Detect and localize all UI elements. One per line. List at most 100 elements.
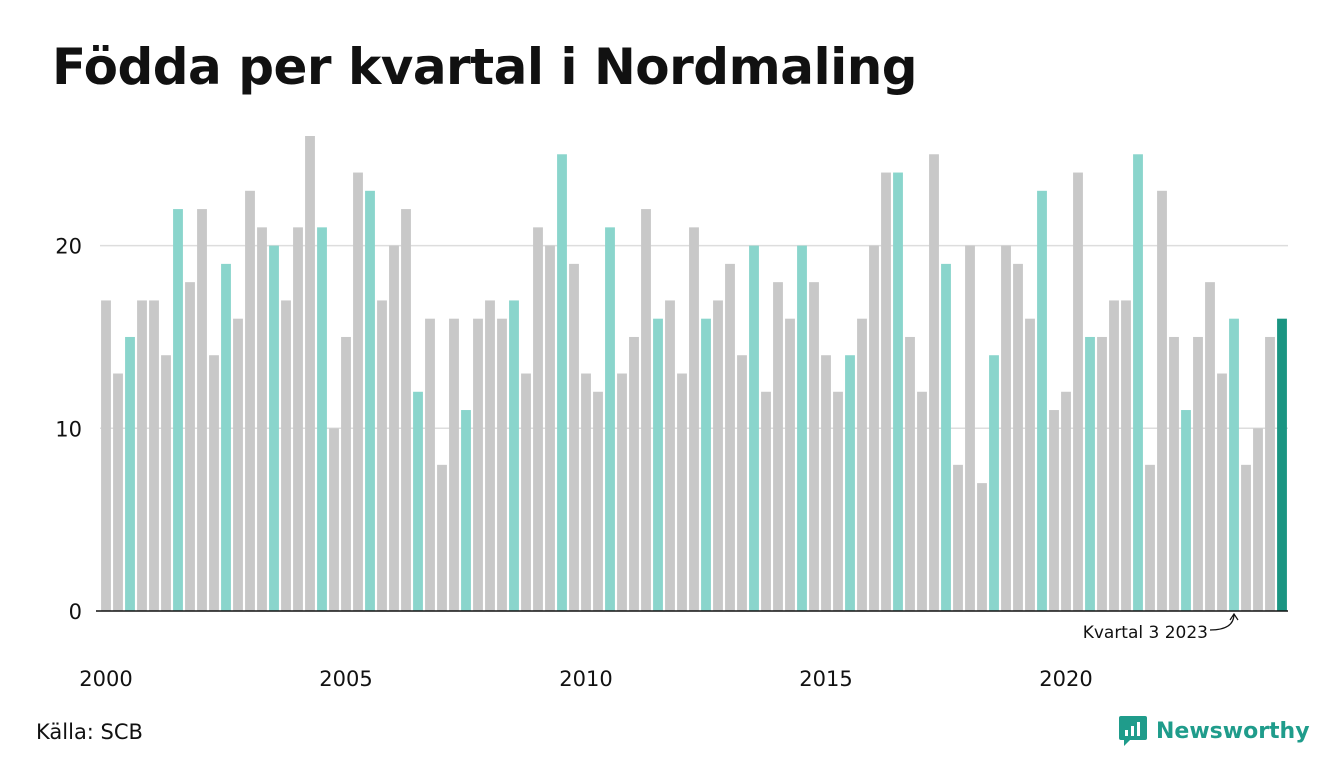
bar — [521, 373, 531, 611]
annotation-label: Kvartal 3 2023 — [1083, 623, 1208, 643]
bar — [629, 336, 639, 611]
bar — [425, 318, 435, 611]
bar — [737, 355, 747, 611]
bar — [293, 227, 303, 611]
bar — [461, 410, 471, 611]
bar — [305, 136, 315, 611]
bar — [569, 263, 579, 611]
bar — [1193, 336, 1203, 611]
x-tick-label: 2000 — [79, 667, 132, 691]
y-axis-ticks: 0 10 20 — [55, 235, 82, 624]
page-title: Födda per kvartal i Nordmaling — [52, 38, 918, 96]
bar — [797, 245, 807, 611]
x-axis-ticks: 2000 2005 2010 2015 2020 — [79, 667, 1092, 691]
annotation: Kvartal 3 2023 — [1083, 612, 1239, 643]
bar — [161, 355, 171, 611]
bar — [725, 263, 735, 611]
bar — [593, 391, 603, 611]
bar — [1205, 282, 1215, 611]
bar — [209, 355, 219, 611]
bar — [773, 282, 783, 611]
bar — [821, 355, 831, 611]
y-tick-label: 0 — [69, 600, 82, 624]
bar — [149, 300, 159, 611]
bar — [113, 373, 123, 611]
bar — [641, 209, 651, 612]
bar — [509, 300, 519, 611]
bar — [533, 227, 543, 611]
bar — [401, 209, 411, 612]
bar — [485, 300, 495, 611]
bar — [1133, 154, 1143, 611]
x-tick-label: 2020 — [1039, 667, 1092, 691]
y-tick-label: 20 — [55, 235, 82, 259]
bar — [377, 300, 387, 611]
bar — [1037, 190, 1047, 612]
y-tick-label: 10 — [55, 417, 82, 441]
bar — [761, 391, 771, 611]
bar — [689, 227, 699, 611]
bar — [125, 336, 135, 611]
bar — [233, 318, 243, 611]
bar — [1181, 410, 1191, 611]
bar — [1229, 318, 1239, 611]
bar — [557, 154, 567, 611]
bar — [1061, 391, 1071, 611]
bar — [1145, 464, 1155, 611]
bar — [1001, 245, 1011, 611]
bar — [677, 373, 687, 611]
brand-logo: Newsworthy — [1118, 714, 1310, 748]
bar — [341, 336, 351, 611]
bar — [1085, 336, 1095, 611]
bar — [989, 355, 999, 611]
bar — [1265, 336, 1275, 611]
bar — [269, 245, 279, 611]
bar — [1217, 373, 1227, 611]
bar — [1169, 336, 1179, 611]
bar — [977, 483, 987, 611]
bar — [473, 318, 483, 611]
bar — [449, 318, 459, 611]
bar — [185, 282, 195, 611]
bar — [869, 245, 879, 611]
bar — [653, 318, 663, 611]
bar — [1049, 410, 1059, 611]
bar — [941, 263, 951, 611]
bar — [905, 336, 915, 611]
bar — [605, 227, 615, 611]
bar — [917, 391, 927, 611]
bar — [1109, 300, 1119, 611]
bar — [857, 318, 867, 611]
bar — [665, 300, 675, 611]
bar — [1157, 190, 1167, 612]
bar — [809, 282, 819, 611]
bar — [785, 318, 795, 611]
x-tick-label: 2005 — [319, 667, 372, 691]
bar — [1097, 336, 1107, 611]
bar — [965, 245, 975, 611]
bar — [1073, 172, 1083, 612]
bar — [101, 300, 111, 611]
brand-name: Newsworthy — [1156, 718, 1310, 744]
bar — [221, 263, 231, 611]
bar — [881, 172, 891, 612]
bar — [245, 190, 255, 612]
bar — [929, 154, 939, 611]
bar — [1241, 464, 1251, 611]
bar — [389, 245, 399, 611]
bar — [713, 300, 723, 611]
bar — [893, 172, 903, 612]
bar — [1253, 428, 1263, 611]
bar — [1121, 300, 1131, 611]
bar — [365, 190, 375, 612]
bar — [413, 391, 423, 611]
bar — [437, 464, 447, 611]
bar — [617, 373, 627, 611]
bar — [1013, 263, 1023, 611]
bar — [545, 245, 555, 611]
bar — [329, 428, 339, 611]
bar — [137, 300, 147, 611]
bar — [701, 318, 711, 611]
x-tick-label: 2015 — [799, 667, 852, 691]
bar — [497, 318, 507, 611]
